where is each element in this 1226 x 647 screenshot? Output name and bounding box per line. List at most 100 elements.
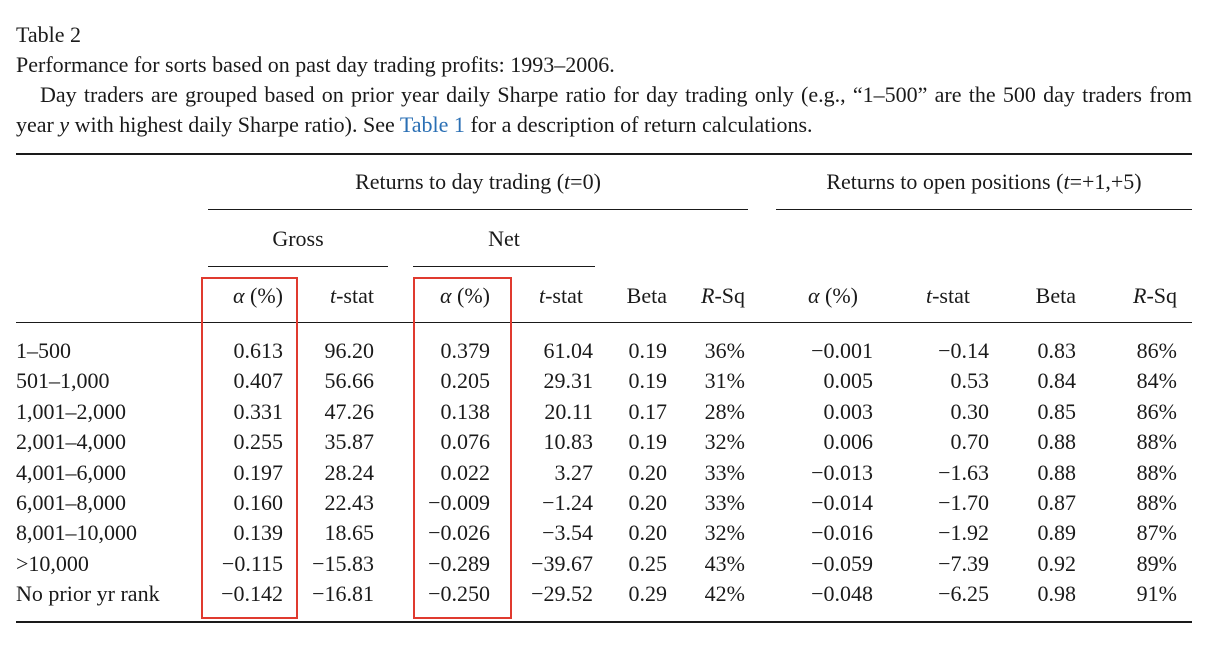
table-cell: 0.006 bbox=[823, 429, 874, 455]
table-cell: 0.19 bbox=[628, 429, 668, 455]
table-cell: 0.205 bbox=[440, 368, 491, 394]
table-cell: 0.88 bbox=[1037, 429, 1077, 455]
table-cell: −0.142 bbox=[221, 581, 283, 607]
table-cell: −0.016 bbox=[811, 520, 873, 546]
column-header: R-Sq bbox=[1132, 283, 1177, 308]
table-cell: 0.160 bbox=[233, 490, 284, 515]
table-cell: 0.20 bbox=[628, 459, 668, 485]
table-cell: 0.85 bbox=[1037, 398, 1077, 424]
header-open-positions: Returns to open positions (t=+1,+5) bbox=[826, 169, 1142, 194]
table-cell: 0.613 bbox=[233, 338, 284, 363]
table-cell: 61.04 bbox=[543, 338, 594, 363]
table-1-link[interactable]: Table 1 bbox=[399, 112, 465, 137]
table-cell: 0.87 bbox=[1037, 490, 1077, 515]
table-cell: 32% bbox=[704, 429, 745, 455]
table-cell: 47.26 bbox=[324, 398, 375, 424]
day-trading-group-rule bbox=[208, 209, 748, 210]
table-cell: 0.25 bbox=[628, 550, 668, 576]
table-caption: Table 2 Performance for sorts based on p… bbox=[16, 20, 1192, 140]
table-cell: 89% bbox=[1136, 550, 1177, 576]
table-cell: −3.54 bbox=[542, 520, 593, 546]
table-cell: 29.31 bbox=[543, 368, 594, 394]
table-cell: 0.076 bbox=[440, 429, 491, 455]
table-cell: 0.19 bbox=[628, 368, 668, 394]
desc-text-3: for a description of return calculations… bbox=[464, 112, 813, 137]
gross-group-rule bbox=[208, 266, 388, 267]
column-header: Beta bbox=[626, 283, 667, 308]
table-cell: 0.379 bbox=[440, 338, 491, 363]
table-bottom-rule bbox=[16, 621, 1192, 623]
table-cell: −0.059 bbox=[811, 550, 873, 576]
table-cell: 0.83 bbox=[1037, 338, 1077, 363]
table-cell: 0.92 bbox=[1037, 550, 1077, 576]
table-cell: −0.026 bbox=[428, 520, 490, 546]
table-cell: −39.67 bbox=[531, 550, 593, 576]
header-net: Net bbox=[488, 226, 520, 251]
row-label: 501–1,000 bbox=[16, 368, 110, 394]
table-cell: 0.20 bbox=[628, 490, 668, 515]
table-cell: 28.24 bbox=[324, 459, 375, 485]
table-cell: 22.43 bbox=[324, 490, 375, 515]
table-cell: 0.19 bbox=[628, 338, 668, 363]
table-title: Table 2 bbox=[16, 22, 82, 47]
table-subtitle: Performance for sorts based on past day … bbox=[16, 52, 615, 77]
table-cell: 28% bbox=[704, 398, 745, 424]
table-cell: 0.17 bbox=[628, 398, 668, 424]
table-cell: −15.83 bbox=[312, 550, 374, 576]
table-cell: 0.89 bbox=[1037, 520, 1077, 546]
row-label: 1,001–2,000 bbox=[16, 398, 126, 424]
table-cell: 20.11 bbox=[544, 398, 593, 424]
table-cell: 0.022 bbox=[440, 459, 491, 485]
table-top-rule bbox=[16, 153, 1192, 155]
table-cell: −1.92 bbox=[938, 520, 989, 546]
desc-text-1: Day traders are grouped based on prior y… bbox=[16, 82, 1192, 137]
table-cell: −1.70 bbox=[938, 490, 989, 515]
table-cell: 0.139 bbox=[233, 520, 284, 546]
net-group-rule bbox=[413, 266, 595, 267]
row-label: 2,001–4,000 bbox=[16, 429, 126, 455]
table-cell: 0.88 bbox=[1037, 459, 1077, 485]
table-cell: 0.005 bbox=[823, 368, 874, 394]
table-cell: 0.98 bbox=[1037, 581, 1077, 607]
header-day-trading: Returns to day trading (t=0) bbox=[355, 169, 601, 194]
table-cell: 0.70 bbox=[950, 429, 990, 455]
table-cell: 91% bbox=[1136, 581, 1177, 607]
column-header: t-stat bbox=[925, 283, 970, 308]
column-header: t-stat bbox=[538, 283, 583, 308]
table-cell: 33% bbox=[704, 490, 745, 515]
table-cell: 96.20 bbox=[324, 338, 375, 363]
table-cell: 0.255 bbox=[233, 429, 284, 455]
table-cell: 0.331 bbox=[233, 398, 284, 424]
table-cell: 0.138 bbox=[440, 398, 491, 424]
table-cell: 0.84 bbox=[1037, 368, 1077, 394]
table-cell: 87% bbox=[1136, 520, 1177, 546]
table-cell: 86% bbox=[1136, 398, 1177, 424]
header-gross: Gross bbox=[272, 226, 324, 251]
table-cell: −0.115 bbox=[221, 550, 283, 576]
header-bottom-rule bbox=[16, 322, 1192, 323]
table-cell: 0.197 bbox=[233, 459, 284, 485]
net-alpha-highlight bbox=[413, 277, 512, 619]
table-cell: 0.30 bbox=[950, 398, 990, 424]
table-cell: −7.39 bbox=[938, 550, 989, 576]
table-cell: 43% bbox=[704, 550, 745, 576]
table-cell: 31% bbox=[704, 368, 745, 394]
row-label: No prior yr rank bbox=[16, 581, 160, 607]
table-cell: −0.250 bbox=[428, 581, 490, 607]
row-label: >10,000 bbox=[16, 550, 89, 576]
table-cell: 88% bbox=[1136, 459, 1177, 485]
table-cell: 10.83 bbox=[543, 429, 594, 455]
row-label: 6,001–8,000 bbox=[16, 490, 126, 515]
table-cell: 86% bbox=[1136, 338, 1177, 363]
table-cell: 33% bbox=[704, 459, 745, 485]
table-cell: −0.009 bbox=[428, 490, 490, 515]
row-label: 4,001–6,000 bbox=[16, 459, 126, 485]
table-cell: 88% bbox=[1136, 490, 1177, 515]
table-cell: −0.289 bbox=[428, 550, 490, 576]
table-cell: −0.14 bbox=[938, 338, 989, 363]
table-cell: 0.003 bbox=[823, 398, 874, 424]
table-cell: −0.014 bbox=[811, 490, 873, 515]
table-cell: 0.20 bbox=[628, 520, 668, 546]
table-cell: −1.24 bbox=[542, 490, 593, 515]
column-header: α (%) bbox=[439, 283, 490, 308]
